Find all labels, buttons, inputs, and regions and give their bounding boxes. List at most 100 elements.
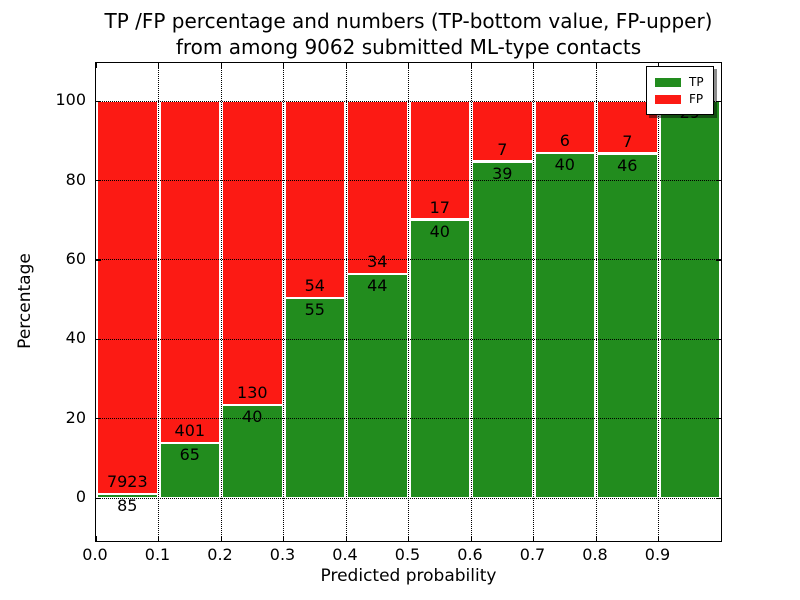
label-tp-count-0.7: 40 (554, 154, 575, 174)
bar-fp-0.1 (159, 101, 220, 443)
bar-tp-0.1 (159, 442, 220, 499)
label-fp-count-0.8: 7 (622, 131, 633, 151)
y-tick-right (716, 338, 721, 341)
bar-fp-0.6 (472, 101, 533, 162)
x-tick-top (220, 63, 222, 68)
x-tick-top (595, 63, 597, 68)
bar-tp-0.3 (284, 297, 345, 499)
x-tick-label: 0.3 (269, 545, 296, 564)
x-tick-bottom (533, 536, 535, 541)
y-tick-left (96, 100, 101, 102)
horizontal-gridline (96, 259, 721, 261)
label-tp-count-0.0: 85 (117, 495, 138, 515)
bar-fp-0.5 (409, 101, 470, 220)
bar-tp-0.8 (597, 153, 658, 499)
bar-tp-0.9 (659, 101, 720, 499)
x-tick-top (533, 63, 535, 68)
label-tp-count-0.4: 44 (367, 276, 388, 296)
legend-label-tp: TP (689, 75, 704, 89)
vertical-gridline (533, 63, 534, 541)
horizontal-gridline (96, 338, 721, 340)
y-tick-left (96, 338, 101, 341)
bar-fp-0.0 (97, 101, 158, 494)
y-tick-left (96, 418, 101, 420)
y-tick-left (96, 259, 101, 261)
horizontal-gridline (96, 418, 721, 420)
x-tick-bottom (345, 536, 347, 541)
x-tick-label: 0.4 (332, 545, 358, 564)
x-axis-label: Predicted probability (320, 566, 497, 586)
vertical-gridline (470, 63, 472, 541)
x-tick-label: 0.5 (394, 545, 421, 564)
y-tick-right (716, 497, 721, 499)
x-tick-label: 0.9 (644, 545, 671, 564)
label-tp-count-0.6: 39 (492, 163, 513, 183)
legend-item-tp: TP (655, 74, 705, 90)
label-fp-count-0.3: 54 (304, 275, 325, 295)
horizontal-gridline (96, 497, 721, 499)
vertical-gridline (283, 63, 284, 541)
legend: TP FP (646, 66, 714, 115)
label-tp-count-0.8: 46 (617, 155, 638, 175)
legend-label-fp: FP (689, 92, 704, 106)
x-tick-bottom (658, 536, 660, 541)
label-fp-count-0.7: 6 (559, 130, 570, 150)
y-tick-right (716, 180, 721, 182)
horizontal-gridline (96, 180, 721, 181)
y-tick-right (716, 100, 721, 102)
x-tick-label: 0.2 (207, 545, 233, 564)
label-fp-count-0.4: 34 (367, 252, 388, 272)
label-tp-count-0.2: 40 (242, 406, 263, 426)
x-tick-label: 0.0 (82, 545, 108, 564)
x-tick-bottom (283, 536, 285, 541)
horizontal-gridline (96, 100, 721, 102)
y-tick-label: 100 (55, 90, 86, 110)
chart-title-line1: TP /FP percentage and numbers (TP-bottom… (104, 9, 713, 33)
x-tick-top (470, 63, 472, 68)
label-fp-count-0.1: 401 (174, 420, 206, 440)
y-tick-right (716, 418, 721, 420)
bar-tp-0.6 (472, 161, 533, 499)
x-tick-label: 0.6 (457, 545, 483, 564)
bar-fp-0.4 (347, 101, 408, 275)
bar-tp-0.5 (409, 219, 470, 499)
vertical-gridline (595, 63, 597, 541)
label-fp-count-0.0: 7923 (106, 471, 148, 491)
vertical-gridline (158, 63, 159, 541)
y-tick-label: 20 (65, 407, 86, 427)
label-tp-count-0.1: 65 (179, 444, 200, 464)
label-tp-count-0.3: 55 (304, 299, 325, 319)
y-tick-label: 40 (65, 328, 86, 348)
vertical-gridline (345, 63, 347, 541)
bar-tp-0.2 (222, 404, 283, 499)
x-tick-top (95, 63, 97, 68)
x-tick-bottom (595, 536, 597, 541)
vertical-gridline (408, 63, 409, 541)
x-tick-label: 0.1 (144, 545, 171, 564)
y-tick-left (96, 497, 101, 499)
bar-fp-0.7 (534, 101, 595, 153)
chart-title: TP /FP percentage and numbers (TP-bottom… (95, 8, 722, 60)
vertical-gridline (220, 63, 222, 541)
bar-tp-0.4 (347, 274, 408, 499)
chart-title-line2: from among 9062 submitted ML-type contac… (175, 35, 642, 59)
x-tick-top (158, 63, 160, 68)
x-tick-bottom (470, 536, 472, 541)
x-tick-top (408, 63, 410, 68)
legend-item-fp: FP (655, 91, 705, 107)
y-tick-left (96, 180, 101, 182)
legend-swatch-fp-icon (655, 94, 681, 104)
plot-area: 7923854016513040545534441740739640746029 (95, 62, 722, 542)
x-tick-bottom (408, 536, 410, 541)
bar-tp-0.0 (97, 493, 158, 499)
label-fp-count-0.2: 130 (237, 382, 268, 402)
vertical-gridline (658, 63, 659, 541)
label-fp-count-0.5: 17 (429, 197, 450, 217)
x-tick-top (345, 63, 347, 68)
label-fp-count-0.6: 7 (497, 139, 508, 159)
x-tick-top (283, 63, 285, 68)
y-tick-label: 80 (65, 169, 86, 189)
bar-fp-0.3 (284, 101, 345, 298)
x-tick-top (658, 63, 660, 68)
